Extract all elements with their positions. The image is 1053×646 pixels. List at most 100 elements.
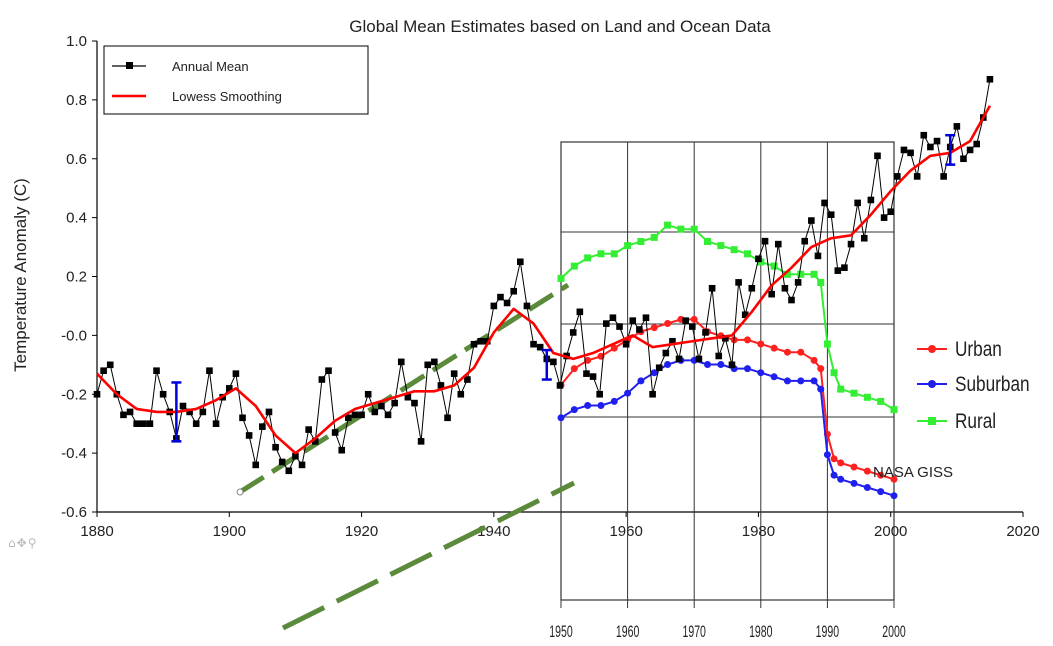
trend-line-lower [281,480,576,631]
inset-point-rural [823,340,831,348]
annual-mean-point [212,420,220,427]
annual-mean-point [662,349,670,357]
annual-mean-point [642,314,650,322]
annual-mean-point [636,326,643,333]
inset-point-urban [770,344,778,352]
inset-x-tick-label: 2000 [882,621,906,640]
inset-point-urban [690,315,698,323]
inset-point-urban [650,324,658,332]
inset-point-rural [770,262,778,270]
legend-rural: Rural [955,411,996,434]
annual-mean-point [417,438,425,445]
annual-mean-point [106,361,114,369]
annual-mean-point [801,237,809,245]
inset-point-suburban [863,484,871,491]
inset-point-suburban [757,369,765,377]
inset-point-rural [704,238,712,245]
inset-point-rural [743,250,751,258]
annual-mean-point [126,408,134,416]
annual-mean-point [225,385,233,392]
annual-mean-point [510,287,517,295]
inset-x-tick-label: 1970 [682,621,706,640]
inset-point-suburban [797,377,805,385]
y-axis-label: Temperature Anomaly (C) [11,178,30,372]
annual-mean-point [351,411,359,419]
annual-mean-point [755,255,762,263]
annual-mean-point [252,461,260,469]
annual-mean-point [880,214,888,221]
chart-title: Global Mean Estimates based on Land and … [349,17,771,36]
inset-point-urban [810,356,818,364]
inset-point-suburban [810,377,818,385]
y-tick-label: 0.4 [66,210,87,227]
inset-point-suburban [877,488,885,496]
annual-mean-point [93,390,101,398]
annual-mean-point [920,131,928,139]
annual-mean-point [391,399,398,407]
annual-mean-point [907,149,914,157]
annual-mean-point [444,414,451,422]
inset-point-rural [570,262,578,270]
inset-point-rural [677,225,685,233]
main-axes: 1880 1900 1920 1940 1960 1980 2000 2020 1.0 0.8 0.… [61,33,1040,540]
inset-frame: 1950 1960 1970 1980 1990 2000 [549,141,906,641]
annual-mean-point [867,196,875,204]
annual-mean-point [431,358,438,366]
inset-point-suburban [770,373,778,381]
annual-mean-point [622,340,630,348]
inset-point-urban [570,365,578,373]
x-tick-label: 1980 [742,523,775,540]
x-tick-label: 1900 [213,523,246,540]
main-legend: Annual Mean Lowess Smoothing [103,45,369,115]
pan-icon[interactable]: ✥ [16,536,28,550]
legend-urban: Urban [955,339,1002,362]
annual-mean-point [860,234,868,242]
annual-mean-point [318,376,326,383]
annual-mean-point [179,402,187,410]
inset-point-urban [850,463,858,471]
x-tick-label: 2020 [1006,523,1039,540]
annual-mean-point [609,314,617,322]
annual-mean-point [827,211,835,218]
trend-lines [236,282,576,631]
annual-mean-point [384,411,392,419]
plot-toolbar: ⌂✥⚲ [8,536,37,550]
inset-point-rural [557,274,565,282]
inset-x-tick-label: 1960 [616,621,640,640]
home-icon[interactable]: ⌂ [8,536,17,550]
inset-point-suburban [664,361,672,368]
annual-mean-point [517,258,524,266]
annual-mean-point [159,390,167,398]
annual-mean-point [913,173,921,180]
inset-point-suburban [830,471,838,479]
annual-mean-point [305,426,312,433]
inset-point-urban [757,340,765,348]
annual-mean-point [371,408,379,416]
y-tick-label: 0.8 [66,92,87,109]
annual-mean-point [497,293,504,301]
annual-mean-point [285,467,293,475]
zoom-icon[interactable]: ⚲ [27,536,38,550]
annual-mean-line [96,79,991,472]
annual-mean-point [457,390,465,398]
inset-point-suburban [890,492,898,500]
annual-mean-point [722,335,729,342]
annual-mean-point [781,284,789,292]
annual-mean-point [669,337,676,345]
annual-mean-point [774,240,782,248]
inset-point-suburban [557,414,565,422]
annual-mean-point [768,290,775,298]
inset-point-urban [830,455,838,463]
annual-mean-point [272,443,279,451]
y-tick-label: 1.0 [66,33,87,50]
annual-mean-point [708,284,716,292]
inset-series-line-urban [560,318,895,481]
annual-mean-point [424,361,432,369]
nasa-giss-annotation: NASA GISS [873,464,953,481]
annual-mean-point [741,311,749,319]
annual-mean-point [146,420,154,427]
inset-point-suburban [704,361,712,368]
annual-mean-point [199,408,207,416]
annual-mean-point [278,458,286,466]
annual-mean-point [464,376,471,383]
